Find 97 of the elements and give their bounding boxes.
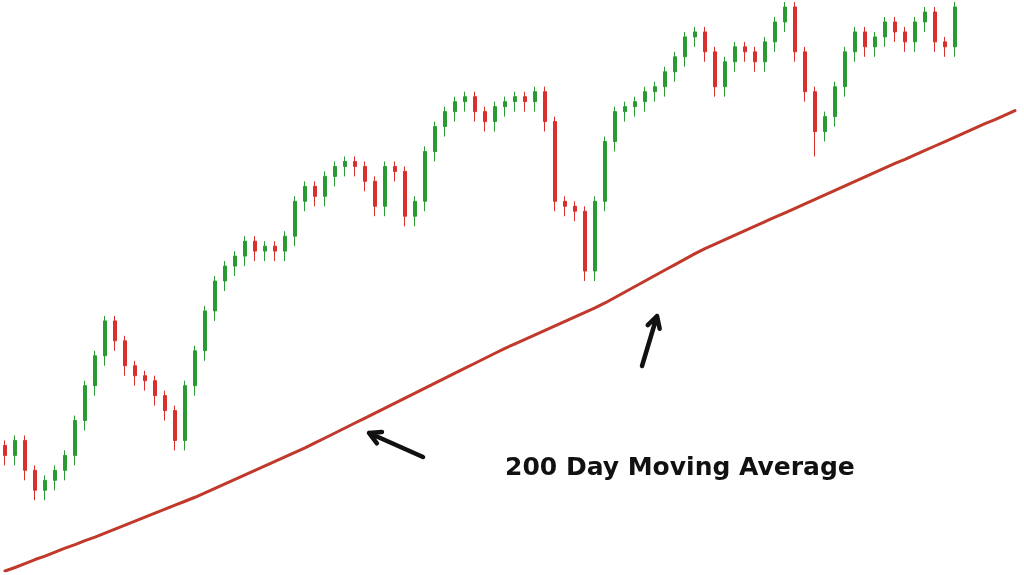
candlestick	[143, 370, 147, 392]
candlestick	[543, 86, 547, 133]
candlestick	[423, 145, 427, 212]
candlestick	[293, 195, 297, 247]
candlestick	[903, 26, 907, 53]
annotation: 200 Day Moving Average	[505, 452, 855, 481]
candlestick	[73, 415, 77, 466]
candlestick	[863, 26, 867, 58]
candlestick	[783, 1, 787, 33]
candlestick	[463, 91, 467, 113]
candlestick	[3, 439, 7, 466]
candlestick	[333, 160, 337, 187]
candlestick	[283, 230, 287, 262]
candlestick	[673, 51, 677, 83]
candlestick	[573, 200, 577, 222]
candlestick	[753, 46, 757, 73]
candlestick	[273, 240, 277, 262]
candlestick	[713, 46, 717, 98]
candlestick	[33, 464, 37, 501]
candlestick	[243, 235, 247, 267]
candlestick	[833, 81, 837, 128]
candlestick	[233, 250, 237, 277]
candlestick	[683, 31, 687, 68]
candlestick	[763, 36, 767, 73]
candlestick	[943, 36, 947, 58]
candlestick	[93, 350, 97, 397]
candlestick	[113, 315, 117, 352]
candlestick	[933, 6, 937, 53]
candlestick	[253, 235, 257, 262]
candlestick	[383, 160, 387, 217]
candlestick	[203, 305, 207, 362]
candlestick	[163, 390, 167, 422]
candlestick	[193, 345, 197, 397]
candlestick	[533, 86, 537, 113]
candlestick	[313, 180, 317, 207]
candlestick	[653, 81, 657, 103]
candlestick	[923, 6, 927, 33]
candlestick	[633, 96, 637, 118]
candlestick	[13, 434, 17, 466]
candlestick	[353, 155, 357, 177]
candlestick	[693, 26, 697, 48]
candlestick	[643, 86, 647, 113]
candlestick	[873, 31, 877, 58]
candlestick	[583, 205, 587, 282]
candlestick	[63, 449, 67, 481]
candlestick	[853, 26, 857, 63]
candlestick	[153, 375, 157, 407]
candlestick	[563, 195, 567, 217]
candlestick	[483, 106, 487, 133]
candlestick	[603, 136, 607, 212]
candlestick	[83, 380, 87, 431]
candlestick	[413, 195, 417, 227]
candlestick	[663, 66, 667, 98]
candlestick	[513, 91, 517, 113]
candlestick	[593, 195, 597, 282]
candlestick	[553, 116, 557, 212]
candlestick	[823, 111, 827, 143]
candlestick	[913, 16, 917, 53]
candlestick	[133, 360, 137, 387]
candlestick	[303, 180, 307, 212]
candlestick	[473, 91, 477, 123]
candlestick	[213, 275, 217, 322]
candlestick	[953, 1, 957, 58]
candlestick	[813, 86, 817, 157]
candlestick	[173, 405, 177, 451]
candlestick	[893, 16, 897, 43]
candlestick	[453, 96, 457, 123]
candlestick	[503, 96, 507, 118]
candlestick	[623, 101, 627, 123]
candlestick	[443, 106, 447, 138]
candlestick	[723, 56, 727, 98]
candlestick	[393, 160, 397, 182]
candlestick	[403, 165, 407, 227]
candlestick	[803, 46, 807, 103]
candlestick	[433, 121, 437, 162]
candlestick	[743, 41, 747, 63]
candlestick	[43, 474, 47, 501]
candlestick	[793, 1, 797, 63]
candlestick	[343, 155, 347, 177]
candlestick	[493, 101, 497, 133]
candlestick	[373, 175, 377, 217]
candlestick	[523, 91, 527, 113]
candlestick	[53, 464, 57, 491]
candlestick	[703, 26, 707, 63]
candlestick	[773, 16, 777, 53]
candlestick	[183, 380, 187, 451]
candlestick	[223, 260, 227, 292]
candlestick	[123, 335, 127, 377]
candlestick	[363, 160, 367, 192]
candlestick	[23, 434, 27, 481]
candlestick	[323, 170, 327, 207]
candlestick	[883, 16, 887, 48]
candlestick	[613, 106, 617, 152]
candlestick	[103, 315, 107, 367]
candlestick	[733, 41, 737, 73]
candlestick	[263, 240, 267, 262]
candlestick	[843, 46, 847, 98]
